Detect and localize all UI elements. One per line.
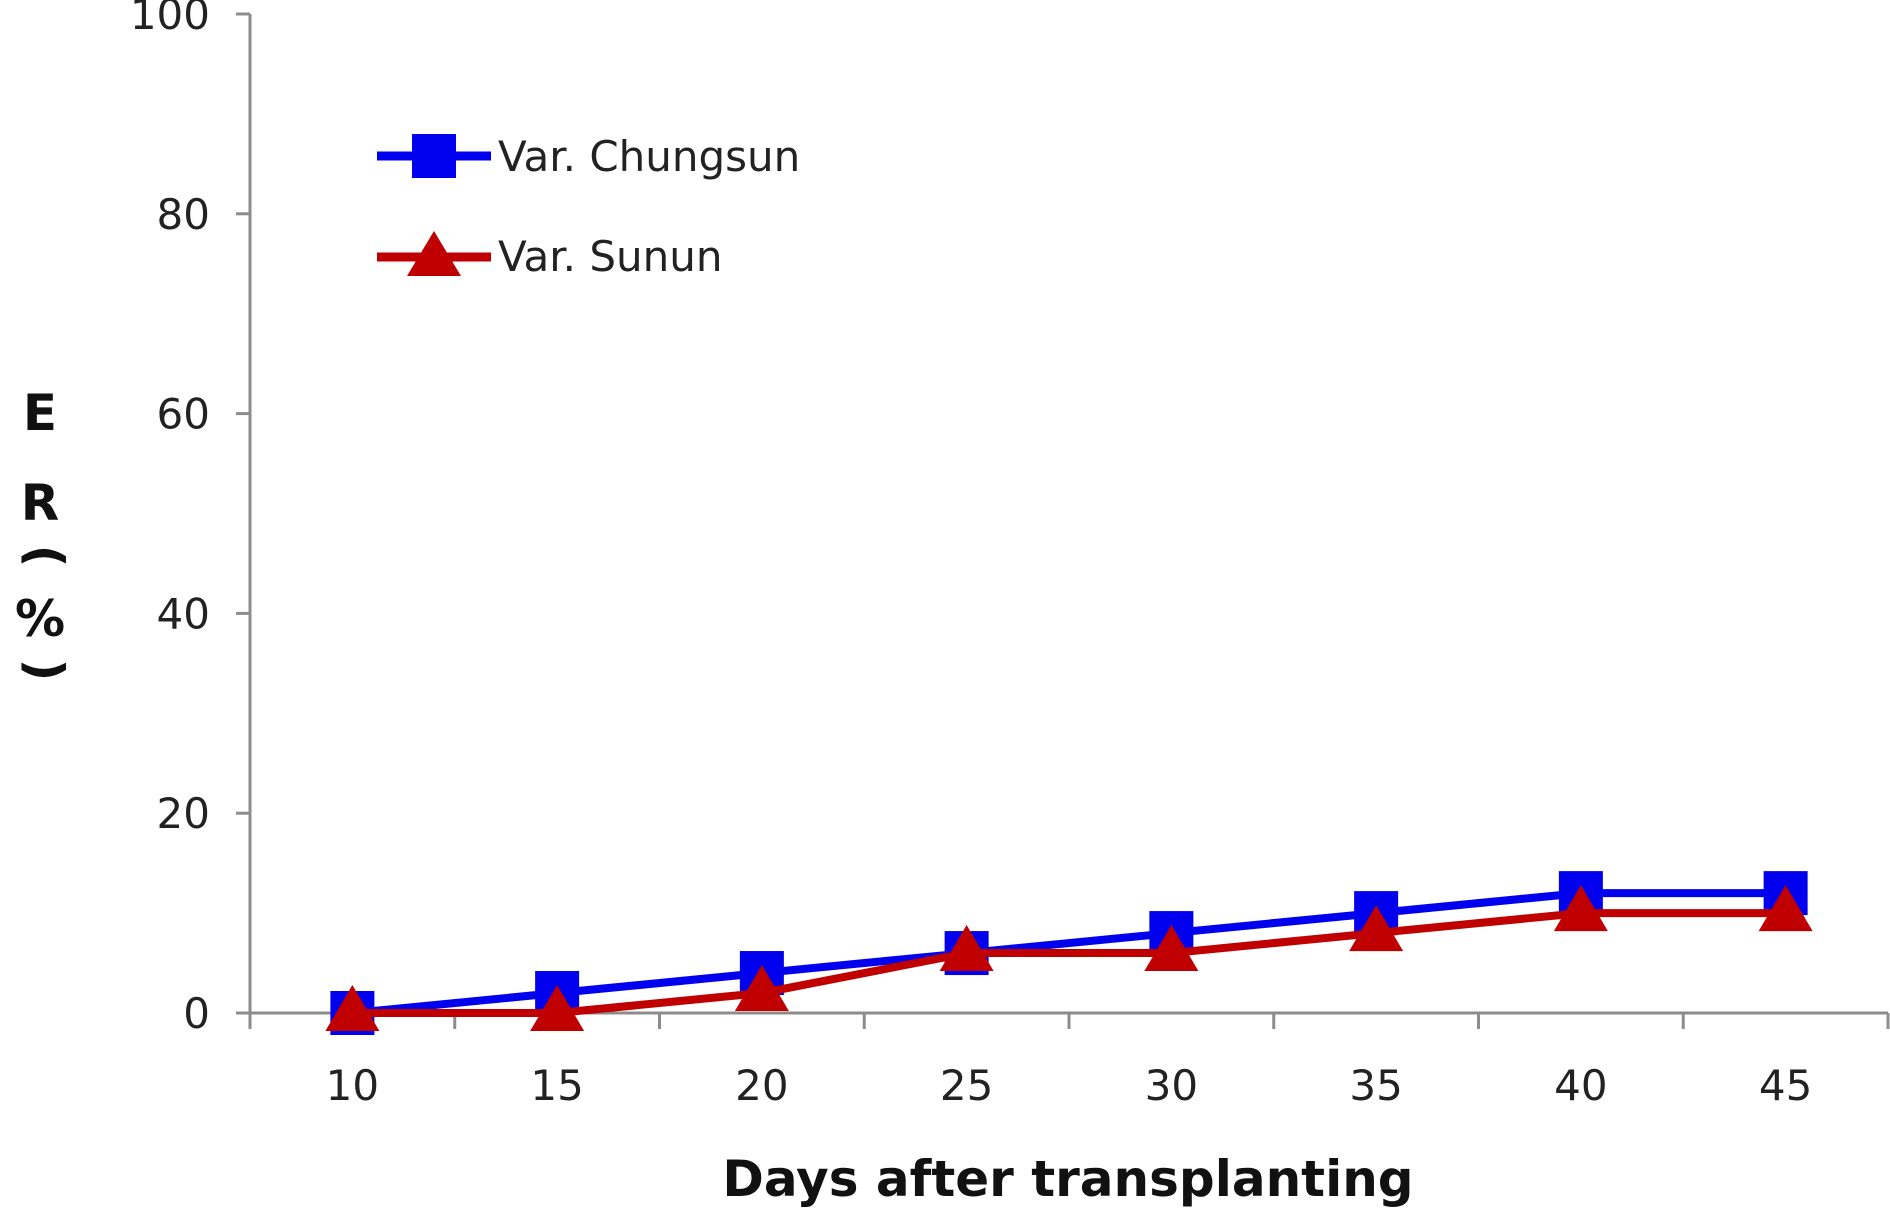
x-axis-title: Days after transplanting <box>722 1150 1413 1208</box>
series-line <box>352 909 1786 1017</box>
y-axis-title-close-paren: ) <box>16 659 74 682</box>
x-axis-ticks: 10 15 20 25 30 35 40 45 <box>248 1013 1890 1110</box>
y-axis-title: E R ( % ) <box>15 384 74 681</box>
data-point-triangle <box>1349 905 1404 952</box>
legend-triangle-icon <box>407 231 461 276</box>
y-tick-label: 60 <box>157 390 210 439</box>
y-axis-title-open-paren: ( <box>16 545 74 568</box>
data-point-triangle <box>939 925 994 972</box>
data-point-triangle <box>734 965 789 1012</box>
y-tick-label: 100 <box>130 0 210 39</box>
x-tick-label: 45 <box>1759 1061 1812 1110</box>
y-tick-label: 80 <box>157 190 210 239</box>
series-line <box>351 889 1786 1017</box>
x-tick-label: 10 <box>326 1061 379 1110</box>
y-tick-label: 20 <box>157 789 210 838</box>
legend-label-sunun: Var. Sunun <box>498 232 722 281</box>
legend-square-icon <box>412 134 456 178</box>
data-point-triangle <box>1758 885 1813 932</box>
y-axis-title-char-2: R <box>21 474 60 532</box>
x-tick-label: 30 <box>1145 1061 1198 1110</box>
x-tick-label: 40 <box>1554 1061 1607 1110</box>
legend-item-chungsun: Var. Chungsun <box>377 132 800 181</box>
data-point-triangle <box>1553 885 1608 932</box>
series-1 <box>325 885 1813 1031</box>
data-point-triangle <box>1144 925 1199 972</box>
data-point-triangle <box>530 985 585 1031</box>
legend-item-sunun: Var. Sunun <box>377 231 722 281</box>
y-axis-ticks: 0 20 40 60 80 100 <box>130 0 250 1038</box>
legend-label-chungsun: Var. Chungsun <box>498 132 800 181</box>
x-tick-label: 20 <box>735 1061 788 1110</box>
y-axis-title-char-1: E <box>23 384 57 442</box>
y-axis-title-char-3: % <box>15 590 65 648</box>
x-tick-label: 25 <box>940 1061 993 1110</box>
x-tick-label: 15 <box>530 1061 583 1110</box>
plot-area <box>325 871 1813 1035</box>
data-point-triangle <box>325 985 380 1031</box>
y-tick-label: 0 <box>183 989 210 1038</box>
legend: Var. Chungsun Var. Sunun <box>377 132 800 281</box>
x-tick-label: 35 <box>1349 1061 1402 1110</box>
y-tick-label: 40 <box>157 589 210 638</box>
